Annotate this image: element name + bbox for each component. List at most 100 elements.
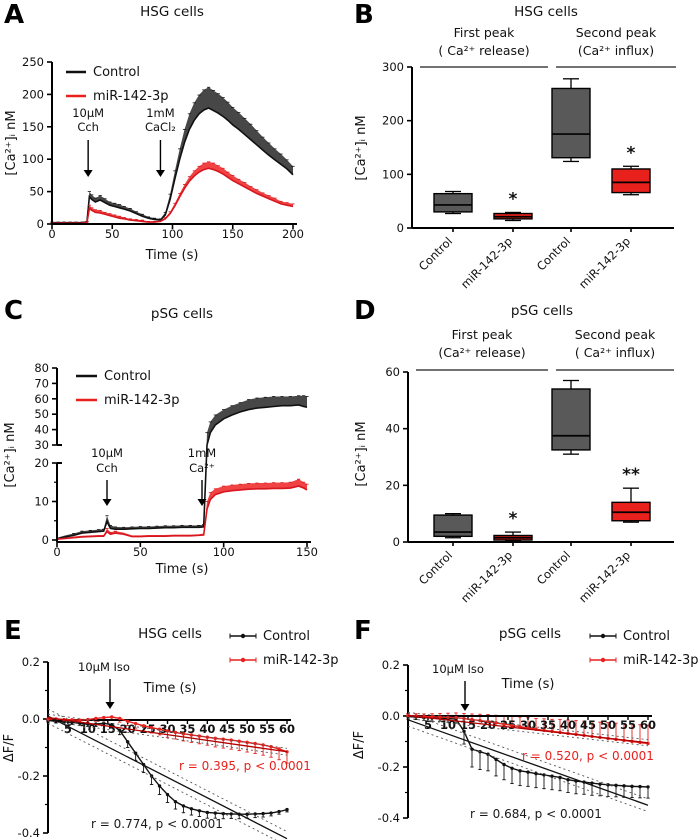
svg-text:0.0: 0.0 [382, 709, 400, 723]
chart-a: 0 50 100 150 200 250 0 50 100 150 200 HSG cells [Ca²… [4, 4, 304, 263]
svg-text:10μM: 10μM [72, 106, 104, 120]
svg-text:40: 40 [34, 423, 49, 437]
svg-text:60: 60 [34, 392, 49, 406]
svg-text:-0.4: -0.4 [18, 826, 40, 840]
svg-text:40: 40 [199, 722, 215, 736]
svg-text:Time (s): Time (s) [155, 562, 209, 577]
svg-text:Control: Control [534, 234, 573, 273]
svg-text:HSG cells: HSG cells [140, 4, 204, 20]
svg-text:*: * [627, 143, 636, 163]
svg-text:100: 100 [22, 152, 44, 166]
svg-text:Time (s): Time (s) [501, 677, 555, 692]
svg-text:45: 45 [219, 722, 235, 736]
svg-text:CaCl₂: CaCl₂ [145, 120, 176, 134]
svg-text:55: 55 [620, 718, 636, 732]
svg-text:60: 60 [385, 365, 400, 379]
svg-text:pSG cells: pSG cells [499, 626, 561, 642]
svg-text:10: 10 [34, 495, 49, 509]
panel-b-letter: B [354, 0, 374, 30]
chart-f: 0.20.0-0.2-0.45101520253035404550556010μ… [352, 626, 699, 825]
svg-text:0: 0 [393, 535, 400, 549]
svg-text:0: 0 [42, 533, 49, 547]
svg-text:miR-142-3p: miR-142-3p [576, 234, 633, 291]
panel-d-letter: D [354, 296, 376, 326]
svg-text:( Ca²⁺ influx): ( Ca²⁺ influx) [575, 345, 655, 360]
panel-f: F 0.20.0-0.2-0.4510152025303540455055601… [350, 580, 700, 840]
panel-b: B 0 100 200 300 HSG cells [Ca²⁺]ᵢ nM First pea… [350, 0, 700, 291]
svg-text:[Ca²⁺]ᵢ nM: [Ca²⁺]ᵢ nM [354, 421, 369, 486]
svg-text:45: 45 [580, 718, 596, 732]
svg-text:5: 5 [424, 718, 432, 732]
svg-text:80: 80 [34, 361, 49, 375]
svg-text:50: 50 [239, 722, 255, 736]
svg-text:200: 200 [282, 227, 304, 241]
svg-text:0.2: 0.2 [382, 658, 400, 672]
svg-text:HSG cells: HSG cells [138, 626, 202, 642]
svg-text:r = 0.520, p < 0.0001: r = 0.520, p < 0.0001 [522, 749, 654, 763]
svg-text:10μM Iso: 10μM Iso [432, 662, 484, 676]
svg-text:miR-142-3p: miR-142-3p [623, 653, 699, 668]
panel-f-letter: F [354, 616, 372, 646]
svg-text:r = 0.395, p < 0.0001: r = 0.395, p < 0.0001 [179, 759, 311, 773]
svg-text:250: 250 [22, 55, 44, 69]
svg-text:100: 100 [382, 167, 404, 181]
panel-a-letter: A [4, 0, 25, 30]
svg-text:50: 50 [29, 185, 44, 199]
svg-text:Second peak: Second peak [576, 25, 657, 40]
svg-text:*: * [509, 509, 518, 529]
svg-text:100: 100 [162, 227, 184, 241]
svg-text:150: 150 [22, 120, 44, 134]
svg-text:Control: Control [263, 629, 310, 644]
svg-text:200: 200 [382, 114, 404, 128]
svg-text:First peak: First peak [454, 25, 516, 40]
svg-text:55: 55 [259, 722, 275, 736]
svg-text:miR-142-3p: miR-142-3p [263, 653, 339, 668]
svg-text:r = 0.684, p < 0.0001: r = 0.684, p < 0.0001 [470, 807, 602, 821]
svg-text:20: 20 [385, 478, 400, 492]
svg-text:Cch: Cch [77, 120, 99, 134]
svg-text:Control: Control [623, 629, 670, 644]
svg-text:0: 0 [397, 221, 404, 235]
svg-text:0.2: 0.2 [22, 655, 40, 669]
svg-text:200: 200 [22, 87, 44, 101]
panel-e: E 0.20.0-0.2-0.4510152025303540455055601… [0, 580, 350, 840]
svg-text:HSG cells: HSG cells [514, 4, 578, 20]
svg-text:5: 5 [64, 722, 72, 736]
panel-c: C 0 10 20 30 40 50 60 70 80 0 50 100 150 pSG cells [Ca… [0, 290, 350, 580]
svg-text:50: 50 [600, 718, 616, 732]
svg-text:0: 0 [48, 227, 55, 241]
chart-d: 0 20 40 60 pSG cells [Ca²⁺]ᵢ nM First peak (Ca²… [354, 303, 674, 605]
panel-d: D 0 20 40 60 pSG cells [Ca²⁺]ᵢ nM First peak (C… [350, 290, 700, 605]
svg-text:miR-142-3p: miR-142-3p [93, 89, 169, 104]
svg-text:10μM: 10μM [91, 446, 123, 460]
svg-text:20: 20 [34, 456, 49, 470]
svg-text:10: 10 [440, 718, 456, 732]
svg-text:r = 0.774, p < 0.0001: r = 0.774, p < 0.0001 [91, 817, 223, 831]
svg-text:-0.2: -0.2 [18, 769, 40, 783]
svg-text:40: 40 [385, 422, 400, 436]
svg-text:[Ca²⁺]ᵢ nM: [Ca²⁺]ᵢ nM [3, 422, 18, 487]
svg-text:pSG cells: pSG cells [511, 303, 573, 319]
svg-text:miR-142-3p: miR-142-3p [104, 393, 180, 408]
svg-text:[Ca²⁺]ᵢ nM: [Ca²⁺]ᵢ nM [4, 110, 19, 175]
panel-e-letter: E [4, 616, 22, 646]
svg-text:Control: Control [416, 234, 455, 273]
svg-text:ΔF/F: ΔF/F [2, 734, 17, 762]
svg-text:Ca²⁺: Ca²⁺ [189, 461, 215, 475]
svg-text:150: 150 [222, 227, 244, 241]
svg-text:*: * [509, 189, 518, 209]
panel-c-letter: C [4, 296, 24, 326]
svg-text:50: 50 [34, 407, 49, 421]
svg-text:0.0: 0.0 [22, 712, 40, 726]
svg-text:-0.4: -0.4 [378, 811, 400, 825]
svg-text:1mM: 1mM [146, 106, 174, 120]
svg-text:100: 100 [213, 545, 235, 559]
svg-text:Time (s): Time (s) [143, 681, 197, 696]
svg-text:50: 50 [133, 545, 148, 559]
svg-text:(Ca²⁺ release): (Ca²⁺ release) [438, 345, 525, 360]
svg-text:10: 10 [80, 722, 96, 736]
svg-text:Control: Control [104, 369, 151, 384]
svg-text:1mM: 1mM [188, 446, 216, 460]
